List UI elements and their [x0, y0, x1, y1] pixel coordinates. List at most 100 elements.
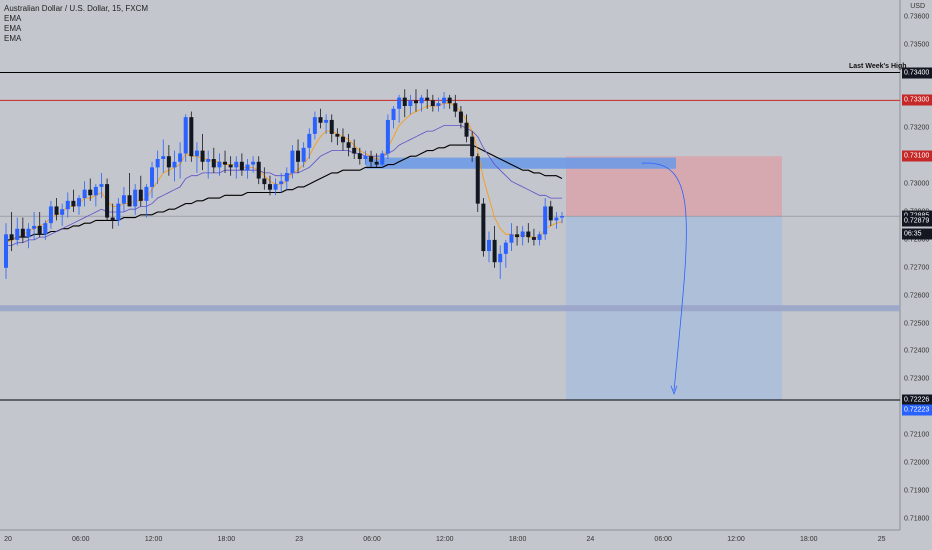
- candle-body: [296, 150, 301, 162]
- candle-body: [312, 117, 317, 134]
- price-tag: 0.72226: [902, 394, 932, 406]
- candle-body: [374, 161, 379, 165]
- projection-arrowhead: [670, 385, 678, 395]
- price-tick-label: 0.71900: [904, 487, 930, 495]
- ema-fast-line: [5, 102, 563, 244]
- candle-body: [486, 239, 491, 252]
- time-tick-label: 12:00: [727, 536, 745, 543]
- candle-body: [526, 231, 531, 238]
- candle-body: [464, 122, 469, 137]
- candle-body: [256, 161, 261, 179]
- candle-body: [77, 198, 82, 207]
- candle-body: [99, 184, 104, 187]
- candle-body: [447, 97, 452, 104]
- ema-indicator-3[interactable]: EMA: [4, 34, 22, 43]
- candle-body: [352, 147, 357, 154]
- candle-body: [548, 206, 553, 221]
- candle-body: [284, 172, 289, 182]
- time-tick-label: 25: [877, 536, 886, 543]
- candle-body: [245, 164, 250, 171]
- price-tick-label: 0.73200: [904, 124, 930, 132]
- candle-body: [105, 184, 110, 218]
- currency-label: USD: [910, 3, 925, 10]
- candle-body: [4, 234, 8, 268]
- price-tick-label: 0.72600: [904, 292, 930, 300]
- candle-body: [554, 217, 559, 221]
- candle-body: [200, 150, 205, 162]
- candle-body: [121, 195, 126, 204]
- candle-body: [419, 97, 424, 104]
- candle-body: [262, 178, 267, 185]
- candle-body: [340, 136, 345, 143]
- candle-body: [385, 119, 390, 154]
- candle-body: [543, 206, 548, 235]
- price-tick-label: 0.73600: [904, 13, 930, 21]
- price-tag: 0.73300: [902, 94, 932, 106]
- candle-body: [329, 119, 334, 134]
- last-weeks-high-label: Last Week's High: [849, 63, 907, 70]
- price-tick-label: 0.73000: [904, 180, 930, 188]
- candle-body: [178, 153, 183, 162]
- candle-body: [537, 234, 542, 240]
- candle-body: [436, 103, 441, 106]
- price-tick-label: 0.71800: [904, 515, 930, 523]
- price-tag: 06:35: [902, 228, 932, 240]
- candle-body: [475, 156, 480, 204]
- candle-body: [442, 97, 447, 104]
- time-tick-label: 12:00: [436, 536, 454, 543]
- ema-slow-line: [6, 144, 563, 241]
- candle-body: [48, 206, 53, 224]
- price-tick-label: 0.73500: [904, 41, 930, 49]
- time-tick-label: 18:00: [800, 536, 818, 543]
- candle-body: [26, 228, 31, 238]
- candle-body: [194, 150, 199, 157]
- chart-legend: Australian Dollar / U.S. Dollar, 15, FXC…: [4, 4, 148, 44]
- time-tick-label: 23: [295, 536, 304, 543]
- candle-body: [531, 237, 536, 240]
- candle-body: [234, 161, 239, 168]
- candle-body: [133, 189, 138, 207]
- price-tick-label: 0.72400: [904, 347, 930, 355]
- candle-body: [144, 186, 149, 201]
- candle-body: [380, 153, 385, 165]
- candle-body: [430, 100, 435, 106]
- time-tick-label: 18:00: [508, 536, 527, 543]
- candle-body: [32, 225, 37, 229]
- price-tag: 0.73100: [902, 150, 932, 162]
- time-tick-label: 12:00: [144, 536, 163, 543]
- candle-body: [324, 119, 329, 123]
- ema-mid-line: [6, 125, 562, 246]
- candle-body: [492, 239, 497, 263]
- candle-body: [43, 223, 48, 235]
- time-tick-label: 06:00: [654, 536, 672, 543]
- candle-body: [88, 189, 93, 196]
- time-tick-label: 20: [4, 536, 12, 543]
- candle-body: [172, 161, 177, 168]
- candle-body: [65, 200, 70, 210]
- price-tick-label: 0.72100: [904, 431, 930, 439]
- candle-body: [54, 206, 59, 215]
- candle-body: [509, 234, 514, 243]
- candle-body: [318, 117, 323, 123]
- price-tick-label: 0.72800: [904, 236, 930, 244]
- support-zone-band: [0, 305, 900, 312]
- candle-body: [408, 100, 413, 106]
- candle-body: [155, 159, 160, 168]
- ema-indicator-2[interactable]: EMA: [4, 24, 22, 33]
- candle-body: [15, 228, 20, 240]
- candle-body: [127, 195, 132, 207]
- candle-body: [150, 167, 155, 187]
- candle-body: [290, 150, 295, 173]
- candle-body: [515, 234, 520, 238]
- price-tick-label: 0.72500: [904, 320, 930, 328]
- symbol-title[interactable]: Australian Dollar / U.S. Dollar, 15, FXC…: [4, 4, 149, 13]
- candle-body: [273, 184, 278, 190]
- candle-body: [560, 216, 564, 218]
- time-tick-label: 24: [586, 536, 595, 543]
- candle-body: [183, 117, 188, 154]
- candle-body: [453, 103, 458, 112]
- candle-body: [71, 200, 76, 207]
- ema-indicator-1[interactable]: EMA: [4, 14, 22, 23]
